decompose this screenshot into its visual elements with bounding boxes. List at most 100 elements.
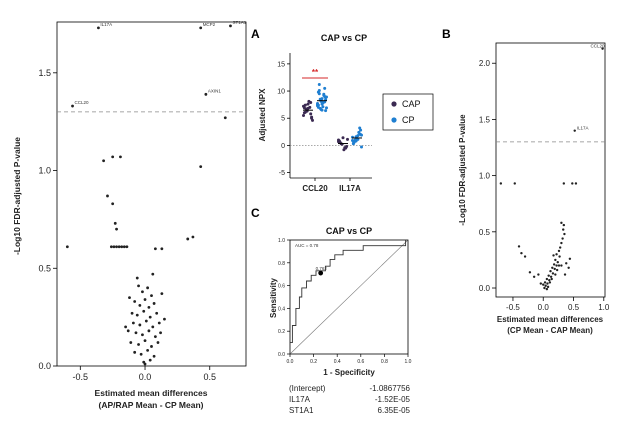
panel-a-x-ticks: CCL20 IL17A: [302, 178, 361, 193]
point-cap: [306, 106, 310, 110]
data-point: [112, 245, 116, 249]
data-point: [552, 254, 555, 257]
data-point: [143, 298, 147, 301]
data-point: [558, 246, 562, 249]
data-point: [129, 341, 133, 344]
y-tick-label: 1.0: [38, 166, 51, 176]
data-point: [565, 262, 568, 265]
data-point: [550, 277, 553, 281]
data-point: [148, 315, 152, 319]
data-point: [563, 273, 567, 276]
data-point: [528, 271, 532, 274]
data-point: [137, 343, 140, 346]
data-point: [567, 266, 570, 269]
data-point: [199, 165, 203, 169]
panel-a: A CAP vs CP 15 10 5 0 -5 CCL20 IL17A ** Adjus…: [251, 27, 434, 193]
data-point: [543, 281, 547, 284]
data-point: [523, 255, 527, 258]
y-tick-label: 0.5: [38, 263, 51, 273]
legend-swatch-cp: [391, 117, 397, 123]
y-tick-label: 1.5: [479, 115, 491, 124]
data-point: [562, 228, 565, 231]
data-point: [124, 325, 128, 329]
data-point: [115, 227, 118, 231]
point-label: MCP2: [203, 22, 216, 27]
point-cp: [357, 130, 361, 134]
labeled-data-point: [229, 24, 232, 28]
point-cp: [325, 95, 328, 99]
data-point: [191, 235, 195, 239]
data-point: [128, 296, 131, 299]
data-point: [574, 182, 578, 185]
data-point: [106, 194, 109, 198]
point-cap: [341, 136, 345, 140]
data-point: [223, 116, 227, 120]
roc-cutoff-label: 0.762: [316, 266, 328, 271]
point-label: AXIN1: [208, 88, 222, 93]
left-point-labels: IL17A MCP2 ST1A1 CCL20 AXIN1: [75, 20, 247, 105]
data-point: [560, 264, 563, 267]
data-point: [142, 309, 146, 313]
point-cp: [320, 97, 324, 101]
panel-b-y-axis-label: -Log10 FDR-adjusted P-value: [458, 114, 467, 226]
left-volcano-plot: 0.0 0.5 1.0 1.5 -0.5 0.0 0.5 IL17A MCP2 ST1A1 CC…: [12, 20, 247, 410]
x-tick-label: 0.8: [381, 359, 388, 365]
x-tick-label: -0.5: [73, 372, 89, 382]
panel-a-title: CAP vs CP: [321, 33, 367, 43]
labeled-data-point: [199, 26, 203, 30]
y-tick-label: 1.0: [479, 172, 491, 181]
point-cap: [306, 102, 310, 106]
point-cap: [303, 103, 307, 107]
data-point: [141, 290, 144, 294]
data-point: [548, 281, 552, 284]
data-point: [553, 267, 556, 271]
data-point: [117, 245, 121, 249]
y-tick-label: 15: [277, 61, 285, 68]
left-points: [65, 24, 232, 366]
point-cp: [317, 92, 321, 96]
point-cap: [343, 146, 347, 150]
data-point: [557, 264, 561, 267]
data-point: [159, 331, 162, 335]
left-y-ticks: 0.0 0.5 1.0 1.5: [38, 68, 57, 371]
data-point: [513, 182, 516, 185]
coef-value: 6.35E-05: [378, 406, 411, 415]
panel-c-frame: [289, 239, 409, 355]
y-tick-label: 0.0: [38, 361, 51, 371]
y-tick-label: 0.4: [278, 306, 285, 312]
data-point: [568, 257, 572, 260]
point-cp: [318, 106, 322, 110]
data-point: [125, 245, 129, 249]
data-point: [152, 354, 156, 358]
panel-c: C CAP vs CP 0.762 AUC = 0.78 0.0 0.2 0.4 0.…: [251, 206, 412, 415]
labeled-data-point: [71, 104, 74, 108]
panel-c-y-axis-label: Sensitivity: [269, 277, 278, 318]
data-point: [543, 286, 546, 290]
y-tick-label: 0.8: [278, 261, 285, 267]
y-tick-label: 0.5: [479, 228, 491, 237]
legend-label-cp: CP: [402, 115, 415, 125]
data-point: [139, 352, 143, 356]
data-point: [555, 268, 559, 272]
y-tick-label: 0.0: [278, 352, 285, 358]
point-cp: [325, 106, 328, 110]
point-cp: [360, 145, 363, 149]
data-point: [152, 302, 156, 305]
data-point: [138, 304, 142, 307]
legend-label-cap: CAP: [402, 99, 421, 109]
x-tick-label: 0.5: [203, 372, 216, 382]
data-point: [115, 245, 118, 249]
data-point: [134, 331, 138, 335]
point-cap: [302, 114, 305, 117]
panel-b-x-axis-label-line1: Estimated mean differences: [497, 315, 604, 324]
point-label: ST1A1: [232, 20, 246, 25]
data-point: [499, 182, 503, 185]
panel-b-x-ticks: -0.5 0.0 0.5 1.0: [506, 297, 610, 312]
data-point: [546, 282, 549, 285]
panel-a-points: [302, 83, 363, 152]
data-point: [558, 255, 561, 258]
data-point: [532, 275, 536, 278]
data-point: [549, 269, 552, 273]
panel-c-letter: C: [251, 206, 260, 220]
x-tick-label: 0.6: [357, 359, 364, 365]
